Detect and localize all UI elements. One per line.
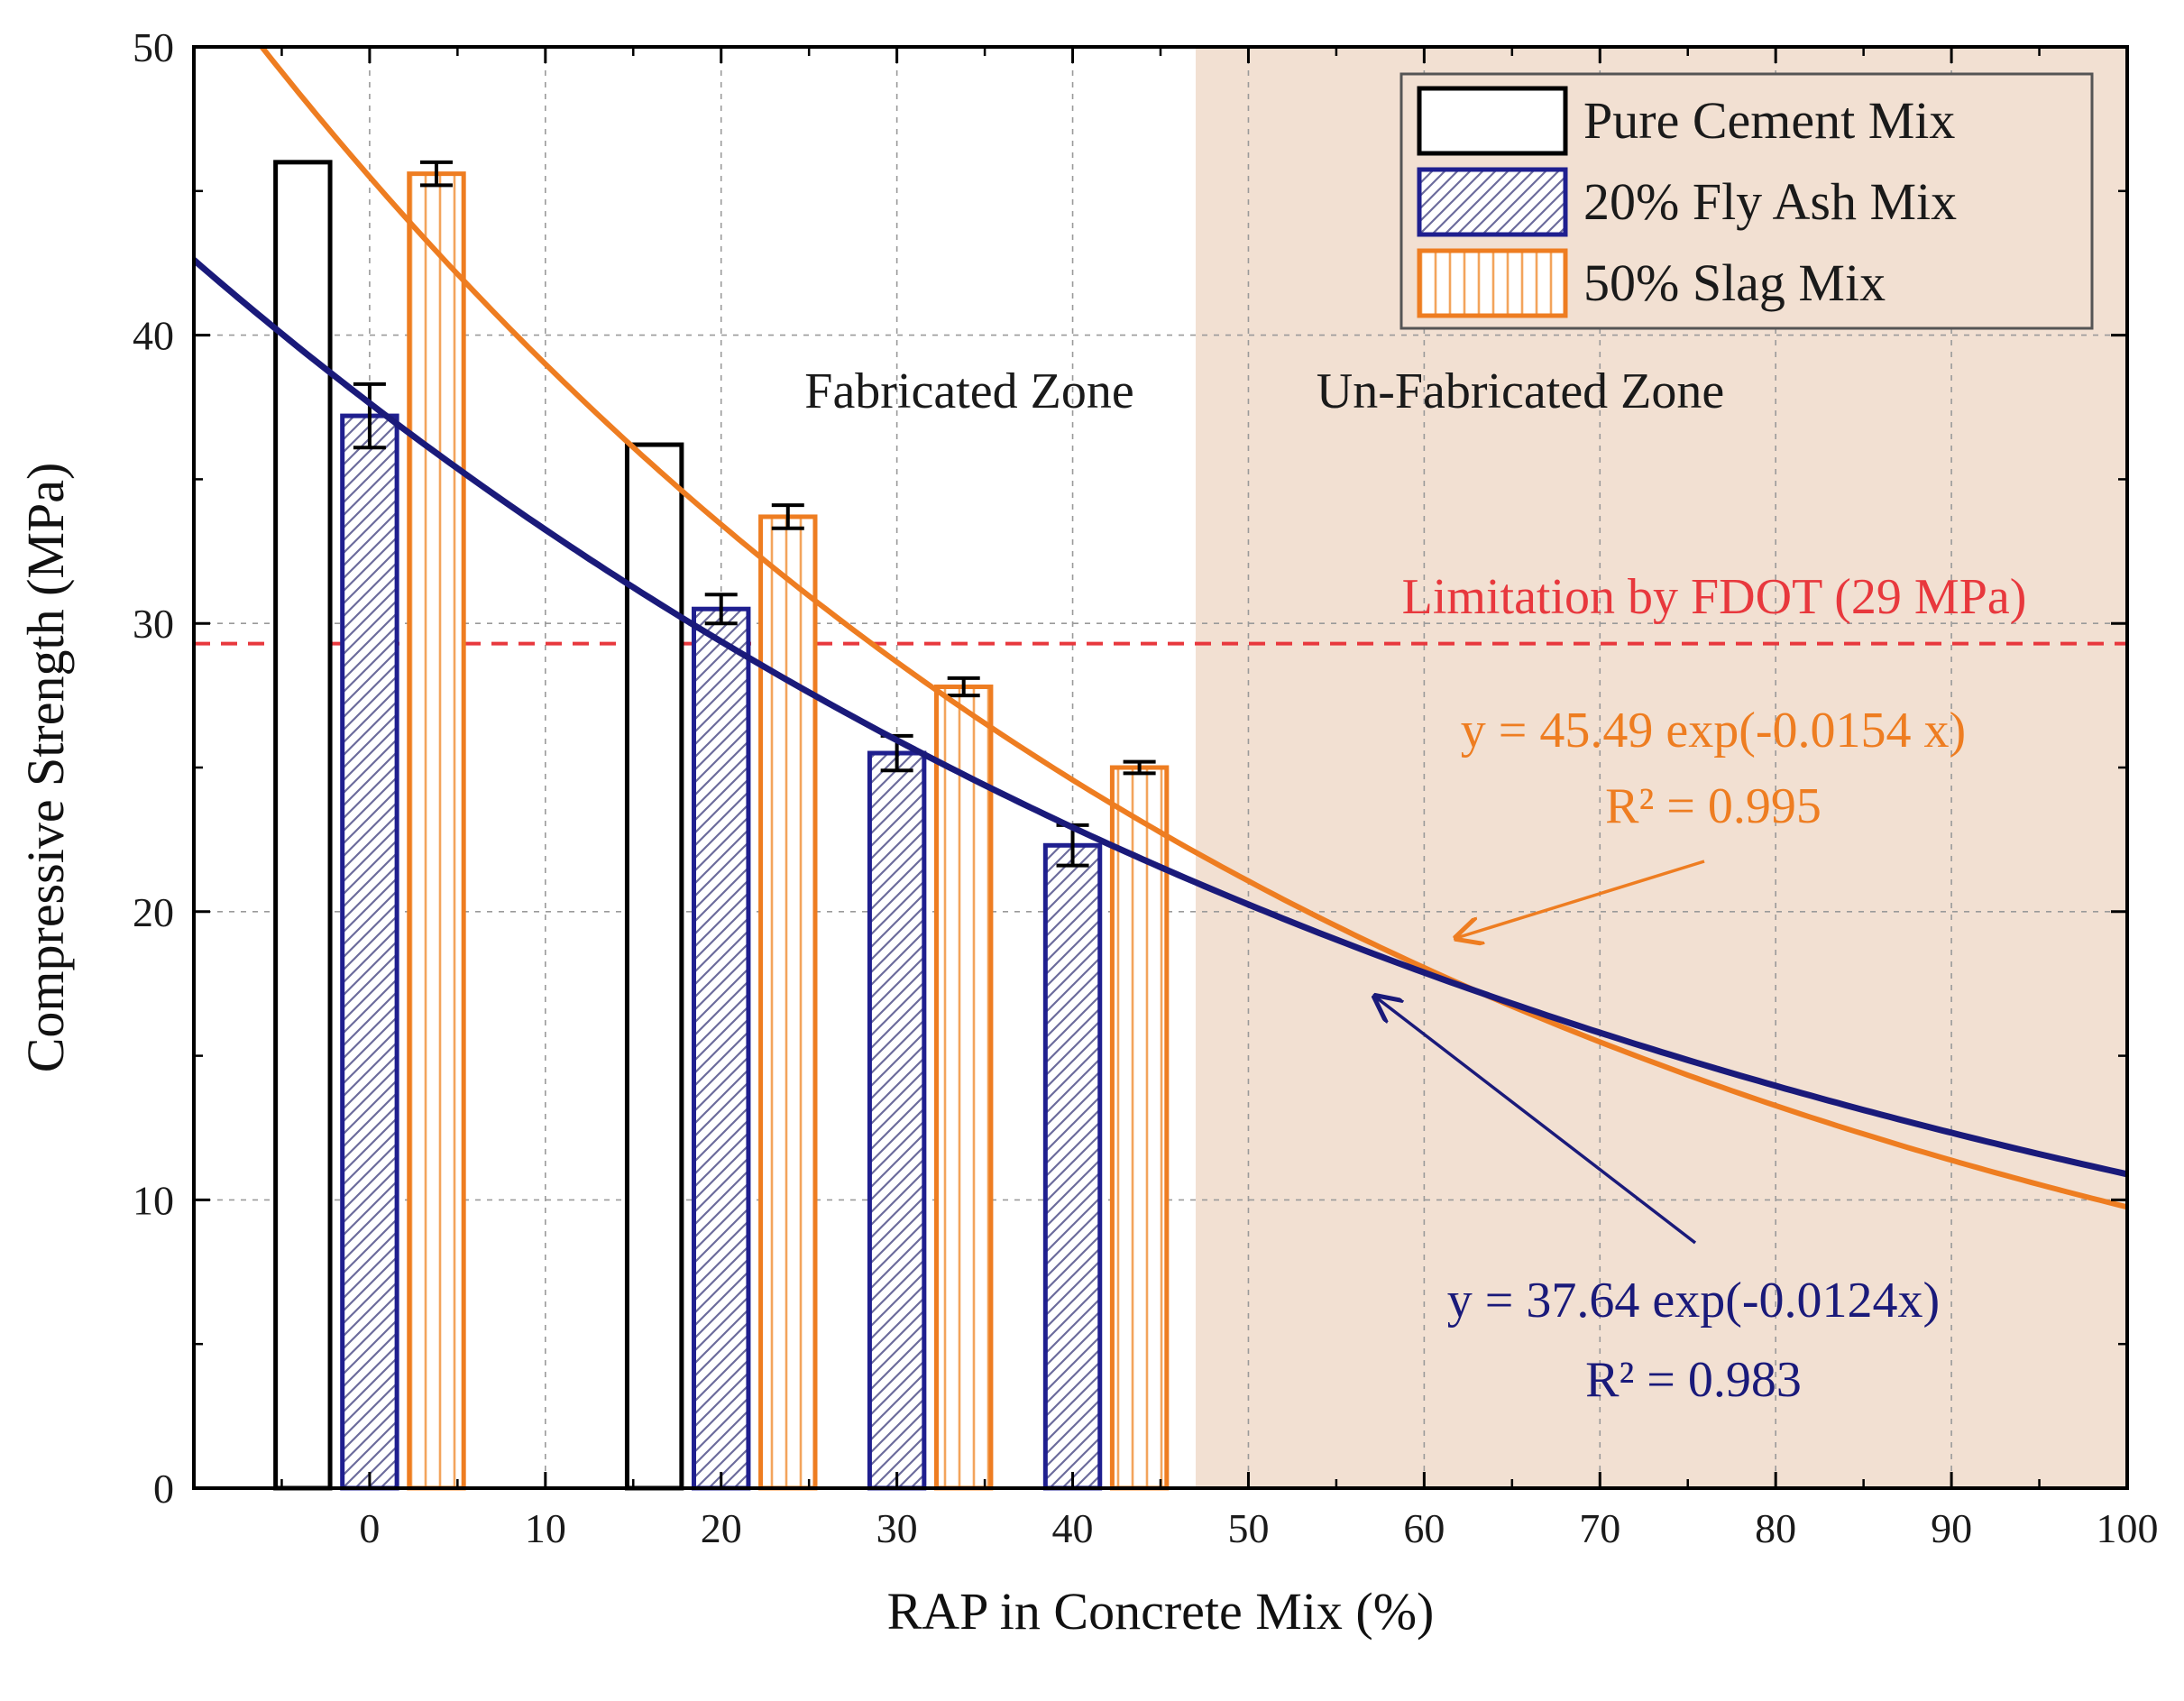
fdot-limit-label: Limitation by FDOT (29 MPa) xyxy=(1402,569,2027,625)
bar-fly-ash xyxy=(867,750,927,1491)
bar-fly-ash xyxy=(1042,842,1103,1491)
unfabricated-zone-label: Un-Fabricated Zone xyxy=(1317,363,1724,419)
x-tick-label: 10 xyxy=(525,1505,566,1551)
legend-label-pure-cement: Pure Cement Mix xyxy=(1583,91,1955,150)
x-tick-label: 100 xyxy=(2097,1505,2159,1551)
y-tick-label: 50 xyxy=(133,24,174,70)
fit-curves xyxy=(194,47,2127,1210)
flyash-fit-arrow xyxy=(1375,997,1697,1245)
legend-swatch-slag xyxy=(1417,248,1568,318)
bar-slag xyxy=(758,514,818,1491)
slag-fit-equation: y = 45.49 exp(-0.0154 x) xyxy=(1461,703,1966,759)
y-tick-label: 40 xyxy=(133,313,174,359)
x-tick-label: 50 xyxy=(1227,1505,1269,1551)
legend-swatch-pure-cement xyxy=(1417,86,1568,156)
flyash-fit-r2: R² = 0.983 xyxy=(1585,1352,1802,1408)
legend-label-slag: 50% Slag Mix xyxy=(1583,253,1886,312)
x-tick-label: 90 xyxy=(1931,1505,1972,1551)
ticks: 0 10 20 30 40 50 60 70 80 90 100 0 10 20 30 40 50 xyxy=(133,24,2159,1551)
y-axis-title: Compressive Strength (MPa) xyxy=(16,463,75,1073)
legend: Pure Cement Mix 20% Fly Ash Mix 50% Slag… xyxy=(1399,72,2094,330)
bar-fly-ash xyxy=(692,606,751,1491)
y-tick-label: 10 xyxy=(133,1177,174,1223)
plot-frame xyxy=(192,45,2129,1490)
bar-pure-cement xyxy=(273,160,333,1491)
slag-fit-arrow xyxy=(1456,860,1705,938)
x-tick-label: 30 xyxy=(876,1505,918,1551)
x-tick-label: 20 xyxy=(701,1505,742,1551)
x-tick-label: 0 xyxy=(359,1505,380,1551)
bar-slag xyxy=(407,171,466,1491)
slag-fit-curve xyxy=(258,47,2127,1210)
legend-swatch-fly-ash xyxy=(1417,167,1568,237)
slag-fit-r2: R² = 0.995 xyxy=(1605,778,1822,834)
bar-pure-cement xyxy=(624,442,684,1491)
bar-fly-ash xyxy=(340,413,399,1491)
y-tick-label: 30 xyxy=(133,601,174,647)
flyash-fit-equation: y = 37.64 exp(-0.0124x) xyxy=(1447,1273,1940,1329)
bar-slag xyxy=(1109,765,1170,1491)
x-tick-label: 70 xyxy=(1579,1505,1620,1551)
bars xyxy=(273,160,1170,1491)
y-tick-label: 20 xyxy=(133,889,174,935)
y-tick-label: 0 xyxy=(153,1466,174,1512)
bar-slag xyxy=(933,685,994,1491)
x-axis-title: RAP in Concrete Mix (%) xyxy=(887,1582,1435,1641)
legend-label-fly-ash: 20% Fly Ash Mix xyxy=(1583,172,1957,231)
flyash-fit-curve xyxy=(194,256,2127,1178)
x-tick-label: 40 xyxy=(1052,1505,1094,1551)
fabricated-zone-label: Fabricated Zone xyxy=(804,363,1133,419)
x-tick-label: 80 xyxy=(1755,1505,1796,1551)
x-tick-label: 60 xyxy=(1403,1505,1445,1551)
